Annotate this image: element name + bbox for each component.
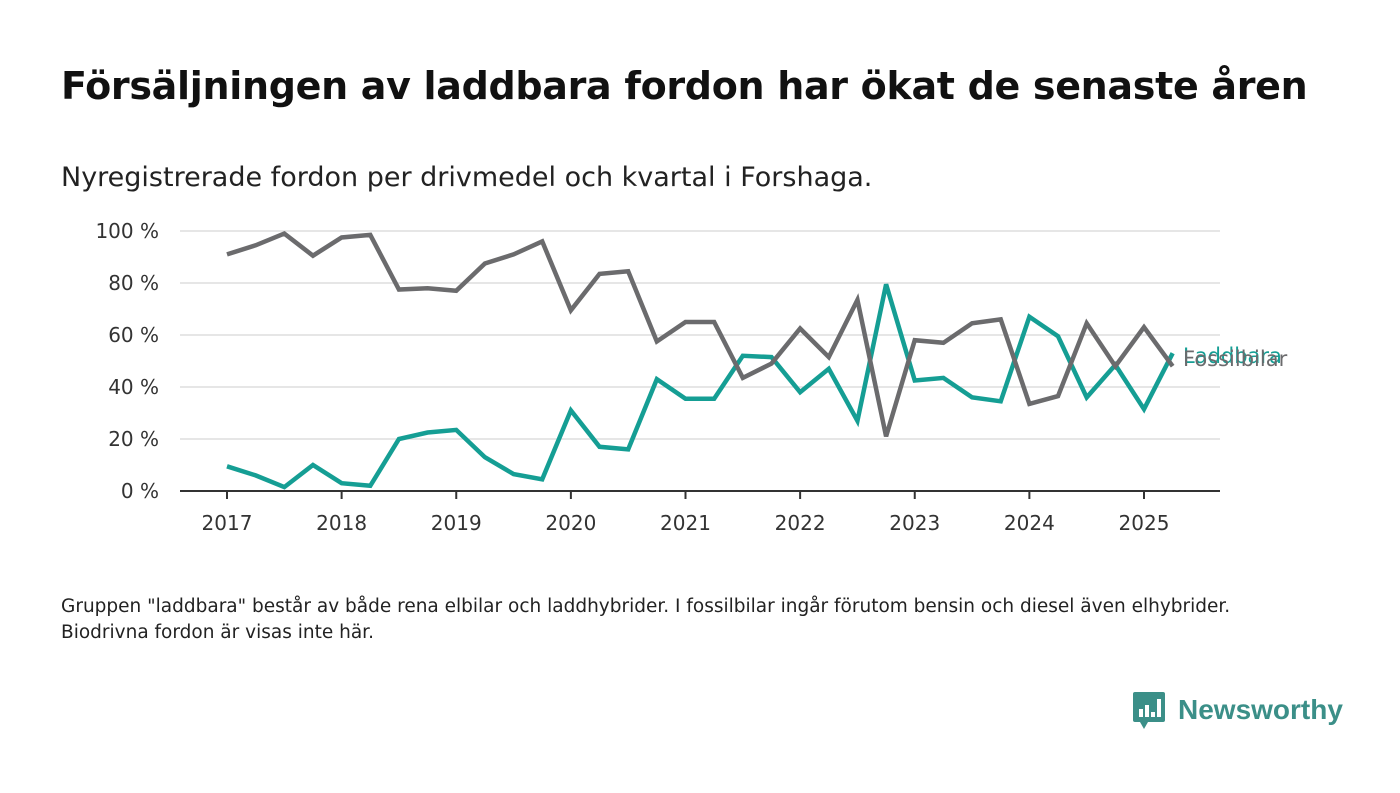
chart-subtitle: Nyregistrerade fordon per drivmedel och … [61, 162, 873, 193]
x-tick-label: 2021 [660, 511, 711, 535]
x-tick-label: 2018 [316, 511, 367, 535]
x-tick-label: 2020 [545, 511, 596, 535]
gridlines [180, 230, 1220, 440]
series-line-fossilbilar [226, 231, 1175, 438]
series-label-fossilbilar: Fossilbilar [1183, 347, 1288, 371]
footnote: Gruppen "laddbara" består av både rena e… [61, 596, 1231, 643]
chart-title: Försäljningen av laddbara fordon har öka… [61, 64, 1308, 108]
newsworthy-logo-icon [1133, 692, 1165, 729]
x-tick-label: 2023 [889, 511, 940, 535]
x-tick-label: 2024 [1004, 511, 1055, 535]
x-tick-label: 2019 [431, 511, 482, 535]
y-axis-ticks: 0 % 20 % 40 % 60 % 80 % 100 % [95, 219, 159, 503]
brand-logo[interactable]: Newsworthy [1132, 690, 1343, 730]
x-tick-label: 2017 [202, 511, 253, 535]
series-line-laddbara [226, 283, 1175, 490]
series-lines [226, 231, 1175, 490]
y-tick-label: 20 % [108, 427, 159, 451]
y-tick-label: 60 % [108, 323, 159, 347]
brand-name: Newsworthy [1178, 694, 1343, 725]
x-tick-label: 2025 [1119, 511, 1170, 535]
y-tick-label: 80 % [108, 271, 159, 295]
y-tick-label: 100 % [95, 219, 159, 243]
series-label-laddbara: Laddbara [1183, 344, 1282, 368]
line-chart: 0 % 20 % 40 % 60 % 80 % 100 % 2017 2018 2019 202… [95, 219, 1288, 535]
x-axis-ticks: 2017 2018 2019 2020 2021 2022 2023 2024 2025 [202, 491, 1170, 535]
y-tick-label: 0 % [121, 479, 159, 503]
y-tick-label: 40 % [108, 375, 159, 399]
x-tick-label: 2022 [775, 511, 826, 535]
